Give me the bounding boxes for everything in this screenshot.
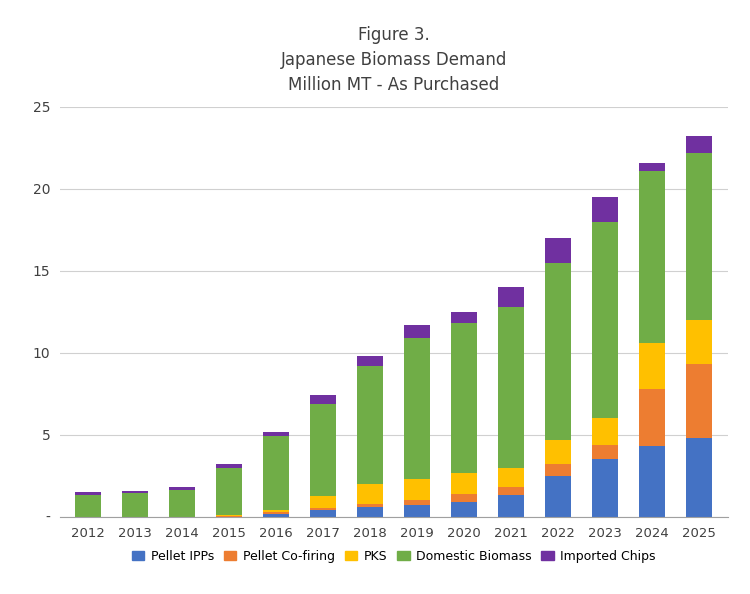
Bar bbox=[404, 500, 430, 505]
Bar bbox=[452, 323, 477, 472]
Bar bbox=[357, 356, 383, 366]
Bar bbox=[498, 307, 524, 467]
Bar bbox=[686, 364, 712, 438]
Bar bbox=[498, 467, 524, 487]
Bar bbox=[686, 153, 712, 320]
Bar bbox=[545, 263, 572, 440]
Bar bbox=[686, 438, 712, 517]
Bar bbox=[263, 431, 290, 435]
Bar bbox=[357, 484, 383, 504]
Bar bbox=[498, 495, 524, 517]
Bar bbox=[452, 312, 477, 323]
Bar bbox=[498, 487, 524, 495]
Bar bbox=[545, 465, 572, 476]
Bar bbox=[263, 435, 290, 510]
Bar bbox=[592, 418, 618, 445]
Bar bbox=[639, 343, 665, 389]
Bar bbox=[170, 489, 195, 517]
Bar bbox=[404, 505, 430, 517]
Bar bbox=[686, 137, 712, 153]
Bar bbox=[452, 494, 477, 502]
Bar bbox=[310, 394, 336, 405]
Bar bbox=[357, 366, 383, 484]
Bar bbox=[263, 513, 290, 517]
Bar bbox=[545, 440, 572, 465]
Bar bbox=[75, 495, 101, 517]
Bar bbox=[639, 163, 665, 171]
Bar bbox=[592, 222, 618, 418]
Bar bbox=[545, 238, 572, 263]
Bar bbox=[498, 287, 524, 307]
Bar bbox=[357, 504, 383, 507]
Bar bbox=[310, 405, 336, 497]
Bar bbox=[216, 465, 242, 469]
Bar bbox=[592, 445, 618, 459]
Bar bbox=[216, 516, 242, 517]
Bar bbox=[404, 479, 430, 500]
Bar bbox=[216, 469, 242, 515]
Bar bbox=[404, 338, 430, 479]
Bar bbox=[122, 493, 148, 517]
Bar bbox=[639, 389, 665, 446]
Bar bbox=[170, 487, 195, 489]
Bar bbox=[357, 507, 383, 517]
Bar bbox=[452, 472, 477, 494]
Bar bbox=[263, 510, 290, 512]
Bar bbox=[639, 171, 665, 343]
Bar bbox=[404, 325, 430, 338]
Bar bbox=[310, 508, 336, 510]
Legend: Pellet IPPs, Pellet Co-firing, PKS, Domestic Biomass, Imported Chips: Pellet IPPs, Pellet Co-firing, PKS, Dome… bbox=[127, 545, 661, 568]
Bar bbox=[592, 197, 618, 222]
Bar bbox=[310, 510, 336, 517]
Bar bbox=[592, 459, 618, 517]
Title: Figure 3.
Japanese Biomass Demand
Million MT - As Purchased: Figure 3. Japanese Biomass Demand Millio… bbox=[280, 26, 507, 94]
Bar bbox=[545, 476, 572, 517]
Bar bbox=[263, 512, 290, 513]
Bar bbox=[75, 492, 101, 495]
Bar bbox=[122, 491, 148, 493]
Bar bbox=[310, 497, 336, 508]
Bar bbox=[452, 502, 477, 517]
Bar bbox=[639, 446, 665, 517]
Bar bbox=[216, 515, 242, 516]
Bar bbox=[686, 320, 712, 364]
